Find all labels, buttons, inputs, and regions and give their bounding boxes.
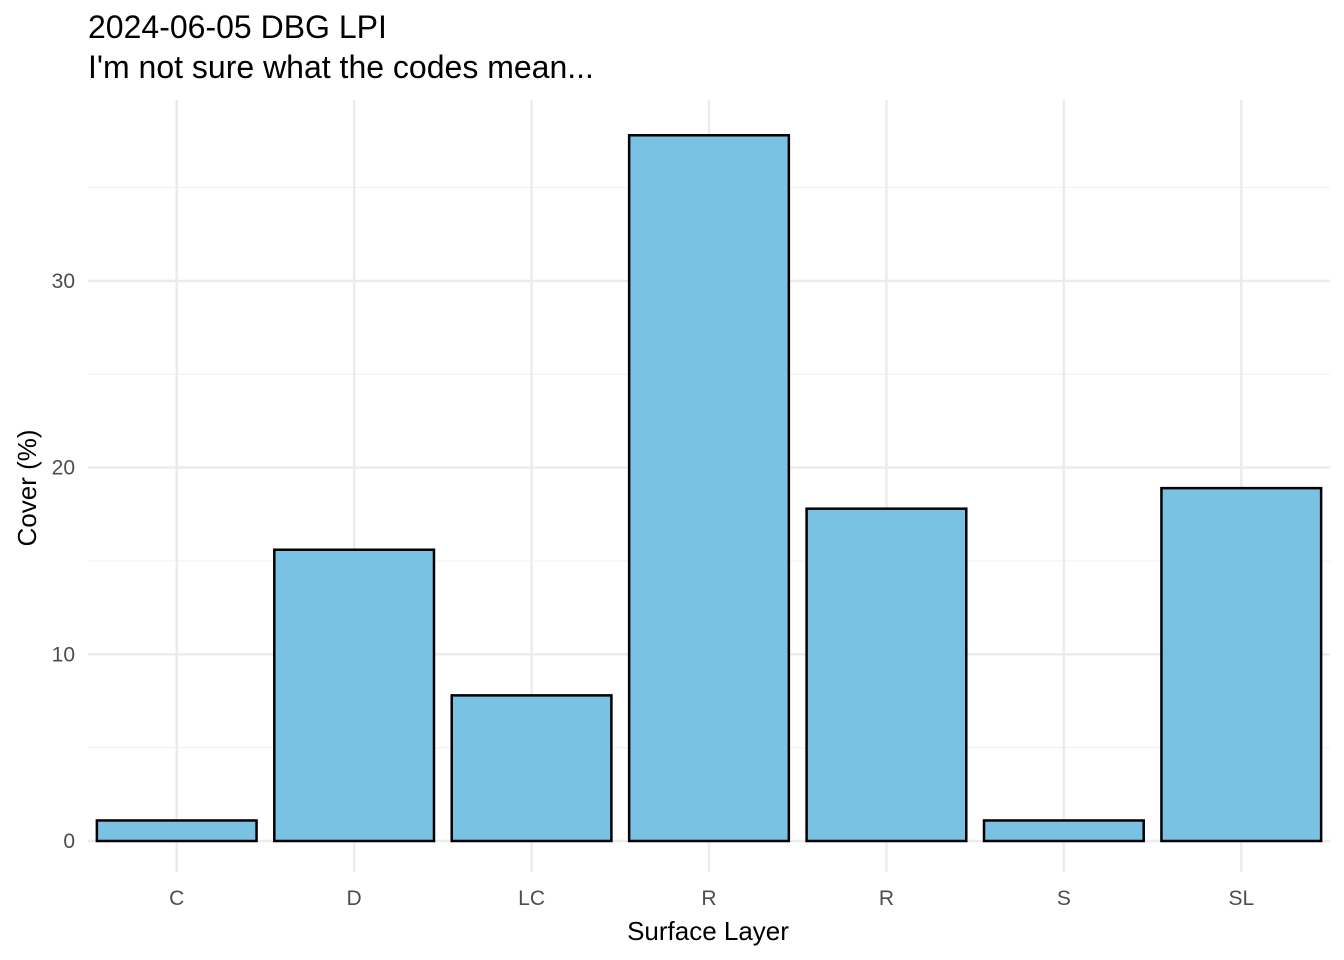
bar-r-4 (627, 134, 791, 843)
x-tick-label: D (347, 887, 362, 910)
chart-title: 2024-06-05 DBG LPI (88, 9, 387, 45)
bar-c-1 (95, 819, 258, 843)
bar-s-6 (982, 819, 1145, 843)
y-axis-title: Cover (%) (12, 429, 42, 546)
x-tick-label: LC (518, 887, 545, 910)
y-tick-label: 30 (52, 270, 75, 293)
x-axis-title: Surface Layer (627, 916, 789, 946)
x-tick-label: C (169, 887, 184, 910)
bar-lc-3 (450, 694, 613, 843)
bar-r-5 (805, 507, 968, 843)
y-tick-label: 20 (52, 457, 75, 480)
y-tick-label: 10 (52, 643, 75, 666)
y-axis-ticks: 0 10 20 30 (52, 270, 75, 853)
bars (95, 134, 1323, 843)
y-tick-label: 0 (63, 830, 75, 853)
bar-sl-7 (1160, 486, 1323, 843)
x-axis-ticks: C D LC R R S SL (169, 887, 1254, 910)
bar-d-2 (273, 548, 436, 843)
chart-subtitle: I'm not sure what the codes mean... (88, 49, 594, 85)
x-tick-label: R (879, 887, 894, 910)
x-tick-label: R (701, 887, 716, 910)
x-tick-label: S (1057, 887, 1071, 910)
x-tick-label: SL (1228, 887, 1254, 910)
